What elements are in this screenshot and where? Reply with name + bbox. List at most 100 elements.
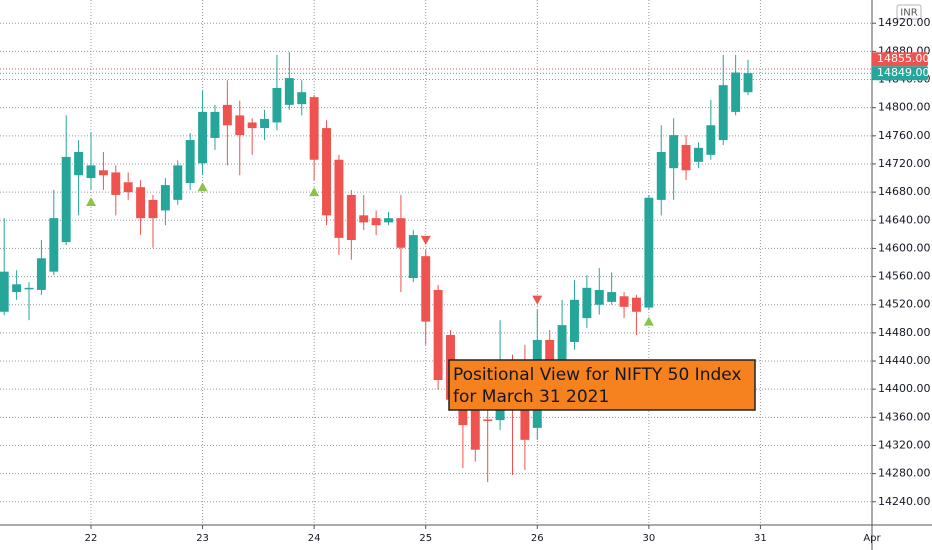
y-tick-label: 14920.00 [878,16,931,29]
candle-body [111,172,121,195]
candle-body [470,404,480,450]
last-price-label: 14855.00 [877,52,930,65]
y-tick-label: 14720.00 [878,157,931,170]
candle-body [644,197,654,308]
x-tick-label: 25 [419,533,432,544]
candle-body [656,152,666,200]
candle-body [272,87,282,123]
candle-body [173,165,183,200]
annotation-text: for March 31 2021 [453,387,609,407]
candle-body [247,122,257,129]
candle-body [619,296,629,307]
candle-body [160,185,170,211]
sell-signal [532,295,543,305]
candle-body [557,325,567,360]
last-price-label: 14849.00 [877,66,930,79]
candle-body [384,218,393,223]
candle-body [371,218,381,226]
y-tick-label: 14360.00 [878,410,931,423]
y-tick-label: 14240.00 [878,495,931,508]
candle-body [631,297,641,312]
x-tick-label: 30 [642,533,655,544]
candle-body [743,73,753,93]
candle-body [210,111,220,138]
candle-body [297,92,307,105]
x-tick-label: 26 [531,533,544,544]
candle-body [483,419,493,421]
x-tick-label: 23 [196,533,209,544]
candle-body [433,289,443,381]
candle-body [545,339,555,360]
candle-body [222,104,232,126]
candle-body [731,72,741,112]
grid [0,0,873,525]
candle-body [669,135,679,169]
x-tick-label: 31 [754,533,767,544]
candle-body [284,78,294,105]
candle-body [396,218,406,248]
candle-body [136,187,146,219]
y-tick-label: 14320.00 [878,438,931,451]
candle-body [693,147,703,162]
candle-body [36,258,46,290]
candle-body [322,128,331,216]
y-tick-label: 14480.00 [878,326,931,339]
y-tick-label: 14560.00 [878,270,931,283]
candle-body [346,194,356,240]
candle-body [86,165,96,179]
y-tick-label: 14800.00 [878,101,931,114]
last-price-tag [872,52,928,67]
candle-body [12,284,22,293]
y-tick-label: 14640.00 [878,213,931,226]
candle-body [235,115,245,136]
x-tick-label: Apr [863,533,881,544]
y-tick-label: 14280.00 [878,467,931,480]
candle-body [185,140,195,183]
y-tick-label: 14400.00 [878,382,931,395]
candle-body [98,170,108,176]
annotation-text: Positional View for NIFTY 50 Index [453,365,741,385]
candle-body [49,218,59,272]
y-tick-label: 14600.00 [878,241,931,254]
candle-body [681,144,691,171]
candle-body [421,256,431,322]
x-tick-label: 24 [308,533,321,544]
candle-body [148,199,158,219]
buy-signal [85,197,96,207]
currency-box [896,4,922,20]
candle-body [123,182,133,193]
buy-signal [643,316,654,326]
time-axis-bg [0,525,932,550]
candle-body [334,159,344,238]
candle-body [359,215,369,223]
candle-body [24,287,34,290]
candle-body [74,152,84,176]
price-axis-bg [872,0,932,550]
sell-signal [420,235,431,245]
x-tick-label: 22 [85,533,98,544]
currency: INR [900,8,917,19]
candle-body [198,111,208,164]
candle-body [607,292,617,302]
buy-signal [309,187,320,197]
annotation-box [448,359,756,411]
y-tick-label: 14680.00 [878,185,931,198]
buy-signal [197,182,208,192]
y-tick-label: 14520.00 [878,298,931,311]
last-price-tag [872,66,928,81]
candle-body [582,287,592,319]
candle-body [570,299,579,343]
candle-body [309,97,319,160]
candle-body [0,271,9,312]
y-tick-label: 14440.00 [878,354,931,367]
candle-body [706,125,716,155]
candle-body [408,235,418,278]
candle-body [61,156,71,243]
candle-body [260,118,270,129]
candle-body [718,85,728,141]
candle-body [594,289,604,305]
y-tick-label: 14760.00 [878,129,931,142]
